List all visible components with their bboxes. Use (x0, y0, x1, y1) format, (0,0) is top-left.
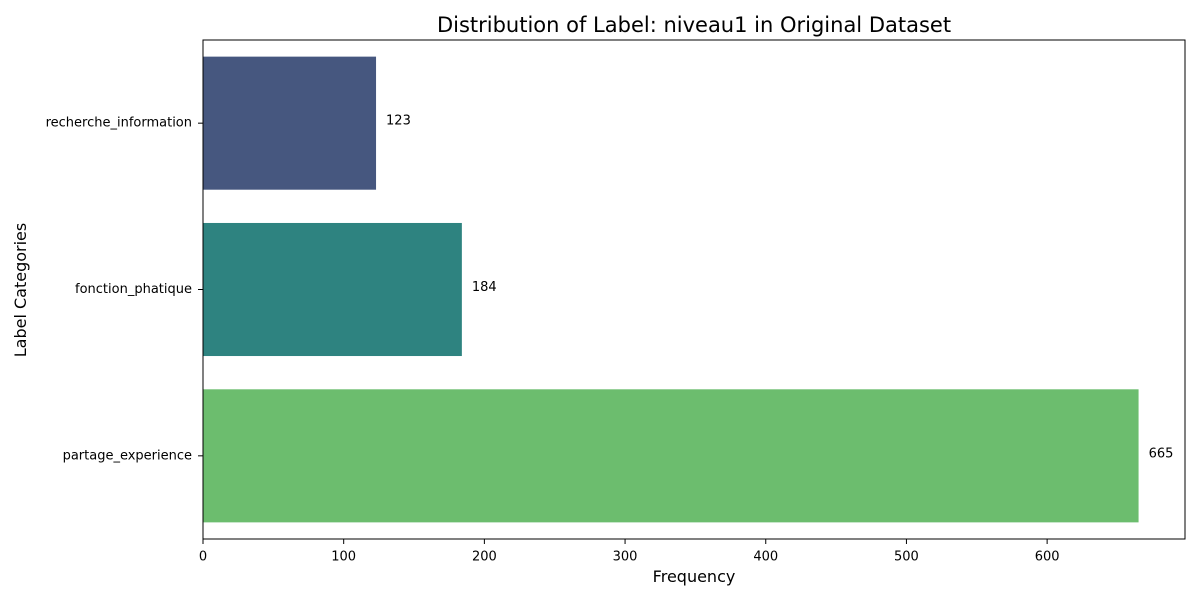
y-tick-label: recherche_information (46, 116, 192, 131)
y-axis-ticks: recherche_information fonction_phatiquepa… (46, 116, 203, 463)
bar-partage_experience (203, 389, 1139, 523)
x-tick-label: 400 (753, 550, 778, 565)
bars-group: 123 184 665 (203, 56, 1174, 523)
x-tick-label: 100 (331, 550, 356, 565)
x-tick-label: 500 (894, 550, 919, 565)
x-tick-label: 200 (472, 550, 497, 565)
data-label-recherche_information: 123 (386, 114, 411, 129)
y-tick-label: fonction_phatique (75, 282, 192, 297)
bar-fonction_phatique (203, 222, 462, 357)
data-label-partage_experience: 665 (1149, 446, 1174, 461)
chart-title: Distribution of Label: niveau1 in Origin… (437, 13, 951, 37)
x-tick-label: 0 (199, 550, 207, 565)
bar-recherche_information (203, 56, 377, 190)
x-tick-label: 600 (1035, 550, 1060, 565)
plot-frame (202, 39, 1186, 540)
x-axis-label: Frequency (653, 567, 736, 586)
x-axis-ticks: 0 100 200 300 400 500 600 (199, 539, 1060, 565)
y-tick-label: partage_experience (63, 448, 192, 463)
data-label-fonction_phatique: 184 (472, 280, 497, 295)
x-tick-label: 300 (613, 550, 638, 565)
y-axis-label: Label Categories (11, 223, 30, 358)
